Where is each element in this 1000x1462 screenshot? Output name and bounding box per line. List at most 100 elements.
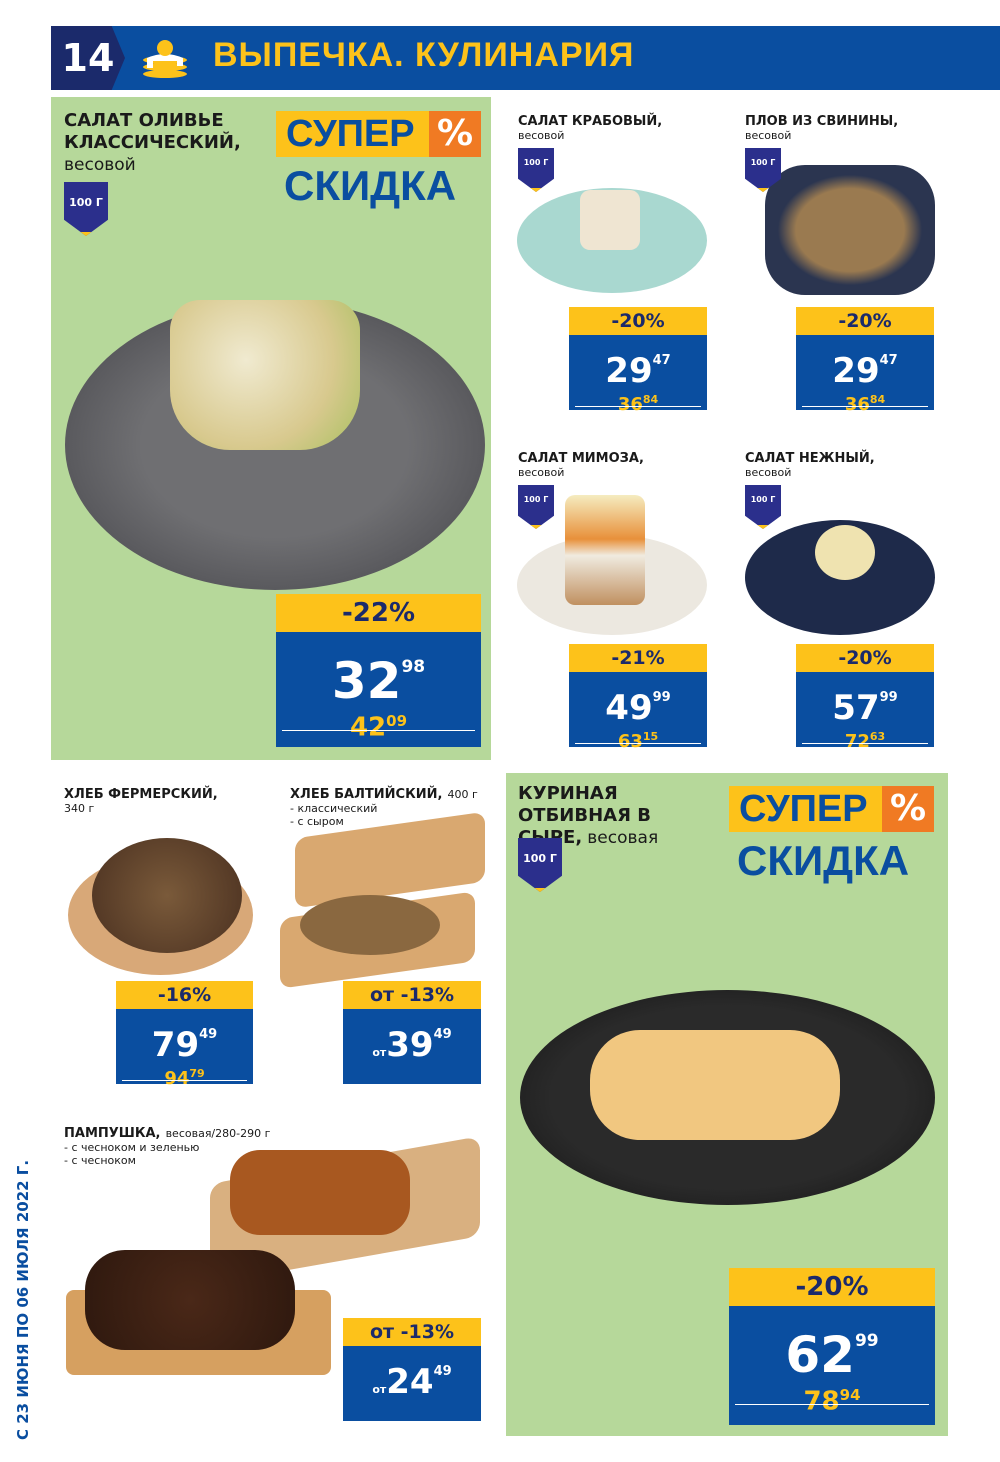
- crab-salad-image: [580, 190, 640, 250]
- old-price-cents: 63: [869, 730, 886, 743]
- price-integer: 62: [785, 1326, 855, 1384]
- current-price: 3298: [276, 636, 481, 712]
- product-name: ХЛЕБ ФЕРМЕРСКИЙ,: [64, 787, 218, 802]
- discount-percent: -20%: [729, 1268, 935, 1306]
- product-variant: - с чесноком: [64, 1154, 136, 1167]
- discount-percent: -22%: [276, 594, 481, 632]
- discount-percent: -20%: [569, 307, 707, 335]
- price-tag-crab: -20% 2947 3684: [569, 307, 707, 415]
- current-price: 4999: [569, 676, 707, 730]
- old-price-cents: 84: [869, 393, 886, 406]
- product-fermer-title: ХЛЕБ ФЕРМЕРСКИЙ, 340 г: [64, 783, 274, 815]
- price-integer: 79: [151, 1025, 200, 1065]
- olivie-salad-image: [170, 300, 360, 450]
- weight-badge: 100 Г: [745, 485, 781, 529]
- discount-label: СКИДКА: [737, 837, 910, 884]
- price-prefix: от: [372, 1046, 387, 1059]
- product-weight-text: 400 г: [447, 788, 478, 801]
- baltic-loaf-image: [300, 895, 440, 955]
- pancake-stack-icon: [143, 40, 187, 78]
- old-price-cents: 94: [839, 1386, 861, 1404]
- weight-badge: 100 Г: [518, 485, 554, 529]
- price-cents: 49: [433, 1027, 452, 1042]
- price-cents: 99: [879, 690, 898, 705]
- discount-percent: -21%: [569, 644, 707, 672]
- page-number: 14: [51, 26, 125, 90]
- validity-period: С 23 ИЮНЯ ПО 06 ИЮЛЯ 2022 Г.: [14, 1159, 32, 1440]
- price-cents: 99: [854, 1331, 879, 1351]
- price-cents: 49: [199, 1027, 218, 1042]
- product-variant: весовой: [745, 466, 792, 479]
- product-mimoza-title: САЛАТ МИМОЗА, весовой: [518, 447, 728, 479]
- weight-badge: 100 Г: [745, 148, 781, 192]
- product-name: ПЛОВ ИЗ СВИНИНЫ,: [745, 114, 899, 129]
- old-price-cents: 15: [642, 730, 659, 743]
- nezhny-salad-image: [815, 525, 875, 580]
- discount-percent: от -13%: [343, 981, 481, 1009]
- product-name: САЛАТ ОЛИВЬЕ КЛАССИЧЕСКИЙ,: [64, 110, 241, 153]
- product-variant: весовой: [64, 155, 136, 175]
- weight-badge: 100 Г: [64, 182, 108, 236]
- percent-icon: %: [429, 111, 481, 157]
- pampushka-garlic-image: [85, 1250, 295, 1350]
- discount-percent: -20%: [796, 307, 934, 335]
- price-prefix: от: [372, 1383, 387, 1396]
- product-variant: - классический: [290, 802, 378, 815]
- price-integer: 49: [605, 688, 653, 728]
- super-discount-badge: СУПЕР% СКИДКА: [729, 786, 934, 890]
- old-price-integer: 78: [803, 1386, 840, 1417]
- old-price: 6315: [575, 730, 701, 752]
- super-label: СУПЕР: [276, 111, 429, 157]
- current-price: 2947: [569, 339, 707, 393]
- product-olivie-title: САЛАТ ОЛИВЬЕ КЛАССИЧЕСКИЙ, весовой: [64, 110, 274, 176]
- price-integer: 57: [832, 688, 880, 728]
- price-tag-pamp: от -13% от2449: [343, 1318, 481, 1421]
- product-name: САЛАТ НЕЖНЫЙ,: [745, 451, 875, 466]
- percent-icon: %: [882, 786, 934, 832]
- chicken-cutlet-image: [590, 1030, 840, 1140]
- price-integer: 39: [386, 1025, 434, 1065]
- current-price: 5799: [796, 676, 934, 730]
- old-price-integer: 94: [164, 1068, 190, 1089]
- price-integer: 29: [832, 351, 880, 391]
- product-name: САЛАТ МИМОЗА,: [518, 451, 644, 466]
- price-cents: 47: [652, 353, 671, 368]
- old-price: 7894: [735, 1386, 929, 1417]
- price-tag-olivie: -22% 3298 4209: [276, 594, 481, 747]
- product-crab-title: САЛАТ КРАБОВЫЙ, весовой: [518, 110, 728, 142]
- price-tag-chicken: -20% 6299 7894: [729, 1268, 935, 1425]
- old-price-cents: 84: [642, 393, 659, 406]
- product-baltic-title: ХЛЕБ БАЛТИЙСКИЙ, 400 г - классический - с …: [290, 783, 500, 828]
- price-cents: 49: [433, 1364, 452, 1379]
- product-variant: - с сыром: [290, 815, 344, 828]
- old-price-integer: 36: [844, 394, 870, 415]
- product-nezhny-title: САЛАТ НЕЖНЫЙ, весовой: [745, 447, 955, 479]
- current-price: от3949: [343, 1013, 481, 1075]
- old-price-integer: 72: [844, 731, 870, 752]
- old-price: 7263: [802, 730, 928, 752]
- weight-badge: 100 Г: [518, 838, 562, 892]
- price-tag-fermer: -16% 7949 9479: [116, 981, 253, 1089]
- product-plov-title: ПЛОВ ИЗ СВИНИНЫ, весовой: [745, 110, 955, 142]
- discount-percent: от -13%: [343, 1318, 481, 1346]
- product-name: ПАМПУШКА,: [64, 1126, 161, 1141]
- weight-badge: 100 Г: [518, 148, 554, 192]
- price-integer: 24: [386, 1362, 434, 1402]
- pampushka-bun-image: [230, 1150, 410, 1235]
- old-price-integer: 63: [617, 731, 643, 752]
- current-price: 6299: [729, 1310, 935, 1386]
- old-price-integer: 42: [349, 712, 387, 743]
- old-price: 9479: [122, 1067, 247, 1089]
- super-label: СУПЕР: [729, 786, 882, 832]
- current-price: 2947: [796, 339, 934, 393]
- current-price: от2449: [343, 1350, 481, 1412]
- price-tag-nezhny: -20% 5799 7263: [796, 644, 934, 752]
- price-cents: 99: [652, 690, 671, 705]
- discount-label: СКИДКА: [284, 162, 457, 209]
- old-price-integer: 36: [617, 394, 643, 415]
- page-header: 14 ВЫПЕЧКА. КУЛИНАРИЯ: [51, 26, 1000, 90]
- section-title: ВЫПЕЧКА. КУЛИНАРИЯ: [213, 36, 635, 74]
- discount-percent: -20%: [796, 644, 934, 672]
- mimoza-salad-image: [565, 495, 645, 605]
- product-variant: весовой: [518, 466, 565, 479]
